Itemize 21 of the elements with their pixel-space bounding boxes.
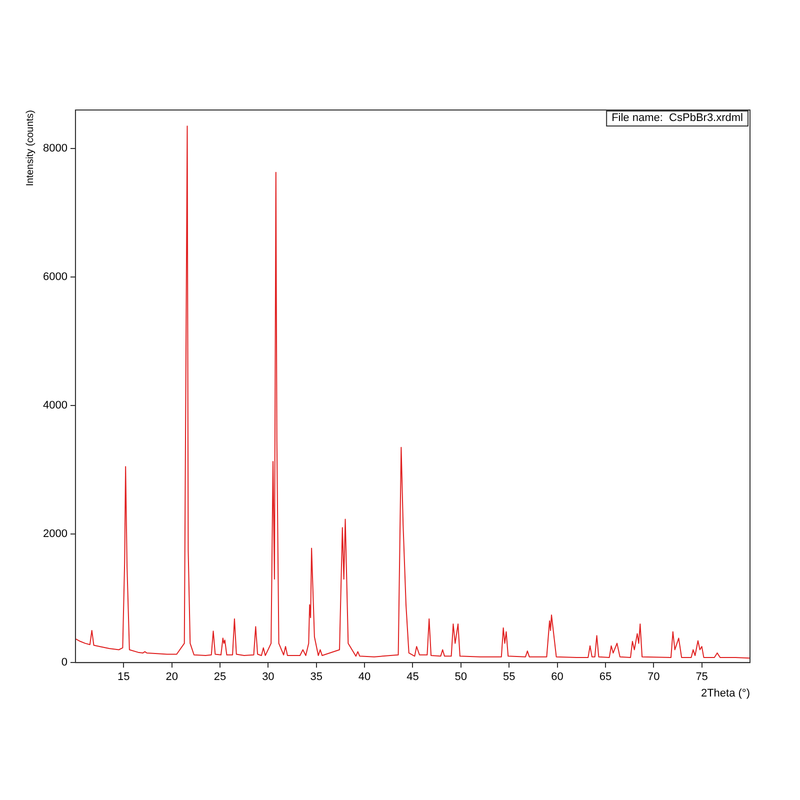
x-tick-label: 65 — [599, 671, 612, 684]
x-tick-label: 50 — [454, 671, 468, 684]
y-tick-label: 2000 — [42, 528, 68, 540]
x-tick-label: 40 — [358, 671, 371, 684]
x-tick-label: 20 — [166, 671, 178, 684]
x-tick-label: 45 — [406, 671, 419, 684]
x-tick-label: 75 — [696, 671, 708, 684]
x-tick-label: 15 — [118, 671, 130, 684]
x-tick-label: 30 — [262, 671, 274, 684]
x-axis-title: 2Theta (°) — [700, 687, 750, 700]
annotation: File name: CsPbBr3.xrdml — [612, 112, 744, 124]
y-tick-label: 8000 — [42, 142, 68, 155]
x-tick-label: 60 — [551, 671, 564, 684]
x-tick-label: 55 — [502, 671, 516, 684]
y-tick-label: 0 — [61, 656, 68, 669]
x-tick-label: 25 — [214, 671, 226, 684]
y-tick-label: 4000 — [42, 400, 68, 412]
x-tick-label: 70 — [648, 671, 660, 684]
y-axis-title: Intensity (counts) — [24, 110, 36, 186]
y-tick-label: 6000 — [42, 271, 68, 284]
x-tick-label: 35 — [310, 671, 322, 684]
